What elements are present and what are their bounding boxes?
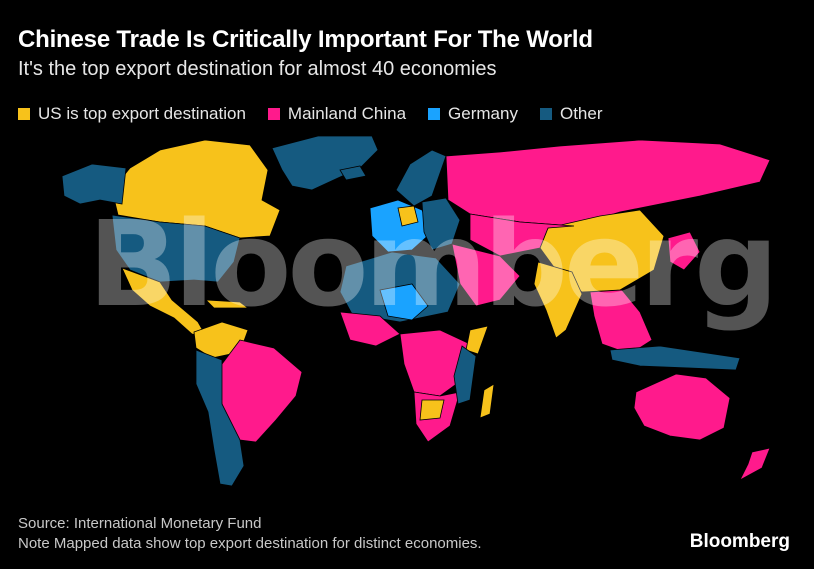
source-note: Source: International Monetary Fund — [18, 515, 262, 532]
region-west-africa — [339, 311, 401, 347]
region-united-states — [111, 214, 241, 283]
legend-label-germany: Germany — [448, 104, 518, 123]
region-alaska — [61, 163, 127, 205]
region-indonesia — [609, 345, 741, 371]
legend-label-china: Mainland China — [287, 104, 407, 123]
region-greenland — [271, 135, 379, 191]
legend-swatch-china — [267, 108, 280, 120]
region-canada — [111, 139, 281, 239]
region-eastern-europe — [421, 197, 461, 251]
region-southeast-asia — [589, 289, 653, 355]
world-map — [0, 128, 814, 500]
region-germany — [397, 205, 419, 227]
legend-item-other: Other — [539, 104, 603, 124]
footnote: Note Mapped data show top export destina… — [18, 535, 482, 552]
legend-swatch-other — [539, 108, 552, 120]
legend-label-other: Other — [559, 104, 603, 123]
region-japan — [667, 231, 701, 271]
region-botswana — [419, 399, 445, 421]
region-central-africa — [399, 329, 471, 397]
region-india — [533, 261, 583, 339]
legend-swatch-germany — [428, 108, 441, 120]
region-new-zealand — [739, 447, 771, 481]
chart-subtitle: It's the top export destination for almo… — [18, 58, 497, 80]
legend-item-china: Mainland China — [267, 104, 407, 124]
legend-label-us: US is top export destination — [38, 104, 246, 123]
region-sahel — [379, 283, 429, 321]
region-horn-africa — [465, 325, 489, 355]
region-east-africa-coast — [453, 345, 477, 405]
legend-item-us: US is top export destination — [18, 104, 246, 124]
region-central-asia — [469, 213, 575, 257]
legend: US is top export destination Mainland Ch… — [18, 104, 603, 124]
world-map-svg — [61, 135, 771, 487]
chart-title: Chinese Trade Is Critically Important Fo… — [18, 26, 593, 53]
region-caribbean — [204, 299, 250, 309]
region-western-europe — [369, 199, 433, 253]
region-australia — [633, 373, 731, 441]
region-scandinavia — [395, 149, 447, 207]
region-madagascar — [479, 383, 495, 419]
region-southern-south-america — [195, 349, 245, 487]
region-russia — [445, 139, 771, 227]
legend-swatch-us — [18, 108, 30, 120]
legend-item-germany: Germany — [428, 104, 518, 124]
region-iceland — [339, 165, 367, 181]
brand-logo: Bloomberg — [689, 531, 790, 552]
